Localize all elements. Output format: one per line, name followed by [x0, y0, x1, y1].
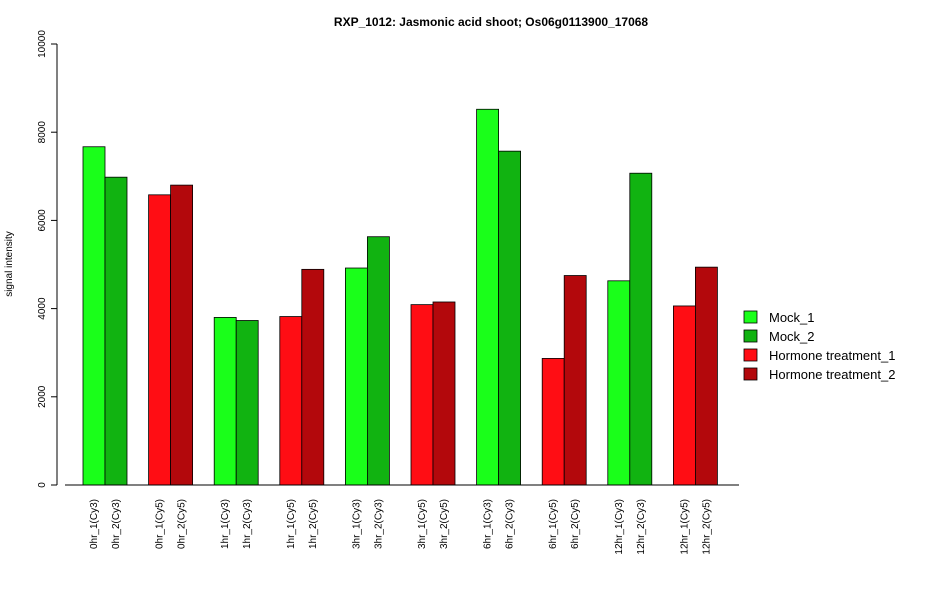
bar	[344, 267, 368, 486]
x-tick-label: 1hr_2(Cy5)	[308, 499, 319, 549]
bar	[82, 146, 106, 486]
y-tick-label: 0	[37, 482, 48, 488]
x-tick-label: 3hr_2(Cy3)	[373, 499, 384, 549]
x-tick-label: 6hr_1(Cy3)	[483, 499, 494, 549]
x-tick-label: 12hr_2(Cy5)	[701, 499, 712, 555]
x-tick-label: 1hr_2(Cy3)	[242, 499, 253, 549]
bar	[563, 275, 587, 486]
bar	[476, 108, 500, 486]
x-tick-labels: 0hr_1(Cy3) 0hr_2(Cy3) 0hr_1(Cy5) 0hr_2(Cy5)…	[89, 499, 712, 555]
x-tick-label: 0hr_2(Cy3)	[111, 499, 122, 549]
x-tick-label: 6hr_2(Cy5)	[570, 499, 581, 549]
x-tick-label: 12hr_1(Cy5)	[679, 499, 690, 555]
x-tick-label: 12hr_1(Cy3)	[614, 499, 625, 555]
bar	[104, 176, 128, 486]
bar	[279, 316, 303, 486]
x-tick-label: 0hr_2(Cy5)	[177, 499, 188, 549]
bar	[301, 268, 325, 486]
x-tick-label: 0hr_1(Cy5)	[155, 499, 166, 549]
legend-swatch	[743, 348, 758, 362]
x-tick-label: 3hr_1(Cy3)	[351, 499, 362, 549]
bars	[82, 108, 718, 486]
bar	[541, 358, 565, 486]
y-tick-label: 8000	[37, 121, 48, 144]
bar	[410, 304, 434, 486]
legend-label: Hormone treatment_2	[769, 367, 895, 382]
bar	[607, 280, 631, 486]
x-tick-label: 6hr_1(Cy5)	[548, 499, 559, 549]
legend-swatch	[743, 310, 758, 324]
x-tick-label: 0hr_1(Cy3)	[89, 499, 100, 549]
legend: Mock_1 Mock_2 Hormone treatment_1 Hormone t…	[743, 310, 895, 382]
legend-swatch	[743, 367, 758, 381]
bar	[235, 320, 259, 486]
y-tick-label: 10000	[37, 30, 48, 58]
bar	[498, 150, 522, 486]
legend-label: Mock_2	[769, 329, 815, 344]
bar	[366, 236, 390, 486]
x-tick-label: 3hr_1(Cy5)	[417, 499, 428, 549]
x-tick-label: 1hr_1(Cy3)	[220, 499, 231, 549]
chart-title: RXP_1012: Jasmonic acid shoot; Os06g0113…	[334, 15, 649, 29]
legend-swatch	[743, 329, 758, 343]
legend-label: Mock_1	[769, 310, 815, 325]
bar	[673, 305, 696, 486]
y-axis-label: signal intensity	[4, 231, 15, 297]
bar	[213, 317, 237, 486]
bar	[170, 184, 194, 486]
x-tick-label: 1hr_1(Cy5)	[286, 499, 297, 549]
bar	[629, 172, 653, 486]
x-tick-label: 3hr_2(Cy5)	[439, 499, 450, 549]
x-tick-label: 12hr_2(Cy3)	[636, 499, 647, 555]
bar	[695, 266, 718, 486]
y-tick-label: 6000	[37, 209, 48, 232]
y-axis: 0 2000 4000 6000 8000 10000	[37, 30, 58, 488]
x-tick-label: 6hr_2(Cy3)	[505, 499, 516, 549]
bar	[432, 301, 456, 486]
y-tick-label: 4000	[37, 297, 48, 320]
y-tick-label: 2000	[37, 385, 48, 408]
legend-label: Hormone treatment_1	[769, 348, 895, 363]
bar	[148, 194, 172, 486]
